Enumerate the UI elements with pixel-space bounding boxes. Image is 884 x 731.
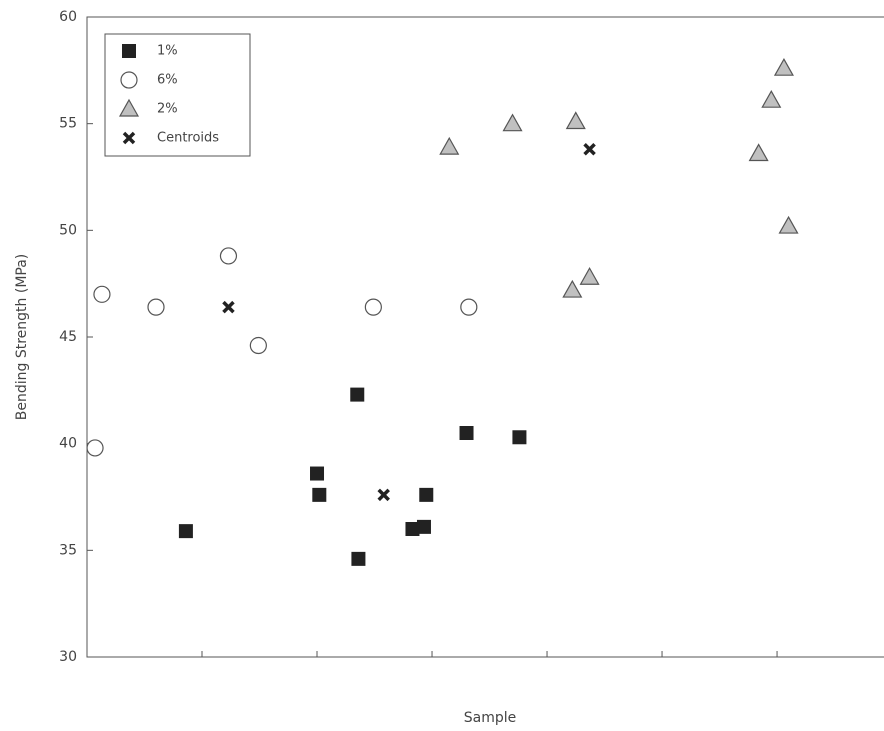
triangle-point — [762, 91, 780, 107]
circle-point — [365, 299, 381, 315]
legend-label: 1% — [157, 44, 178, 59]
triangle-point — [440, 138, 458, 154]
circle-point — [87, 440, 103, 456]
square-point — [419, 488, 433, 502]
chart: Sample Bending Strength (MPa) 30 35 40 45 50… — [0, 0, 884, 731]
x-point — [585, 144, 595, 154]
triangle-point — [750, 145, 768, 161]
y-tick-label: 40 — [59, 436, 77, 452]
triangle-point — [581, 268, 599, 284]
y-tick-label: 30 — [59, 649, 77, 665]
circle-point — [94, 286, 110, 302]
triangle-point — [775, 59, 793, 75]
y-tick-label: 35 — [59, 542, 77, 558]
square-point — [351, 552, 365, 566]
triangle-point — [567, 113, 585, 129]
square-point — [417, 520, 431, 534]
square-point — [512, 430, 526, 444]
square-point — [460, 426, 474, 440]
legend-label: 6% — [157, 73, 178, 88]
legend: 1% 6% 2% Centroids — [105, 34, 250, 156]
legend-label: 2% — [157, 102, 178, 117]
legend-marker — [122, 44, 136, 58]
y-axis-label: Bending Strength (MPa) — [14, 254, 30, 420]
square-point — [179, 524, 193, 538]
circle-point — [250, 338, 266, 354]
circle-point — [148, 299, 164, 315]
square-point — [350, 388, 364, 402]
y-tick-label: 55 — [59, 116, 77, 132]
circle-point — [461, 299, 477, 315]
triangle-point — [563, 281, 581, 297]
circle-point — [220, 248, 236, 264]
x-axis-label: Sample — [464, 710, 517, 726]
x-point — [379, 490, 389, 500]
triangle-point — [504, 115, 522, 131]
y-tick-label: 60 — [59, 9, 77, 25]
y-tick-label: 50 — [59, 222, 77, 238]
legend-label: Centroids — [157, 131, 219, 146]
x-point — [223, 302, 233, 312]
y-tick-label: 45 — [59, 329, 77, 345]
square-point — [310, 467, 324, 481]
square-point — [312, 488, 326, 502]
triangle-point — [780, 217, 798, 233]
legend-marker — [121, 72, 137, 88]
